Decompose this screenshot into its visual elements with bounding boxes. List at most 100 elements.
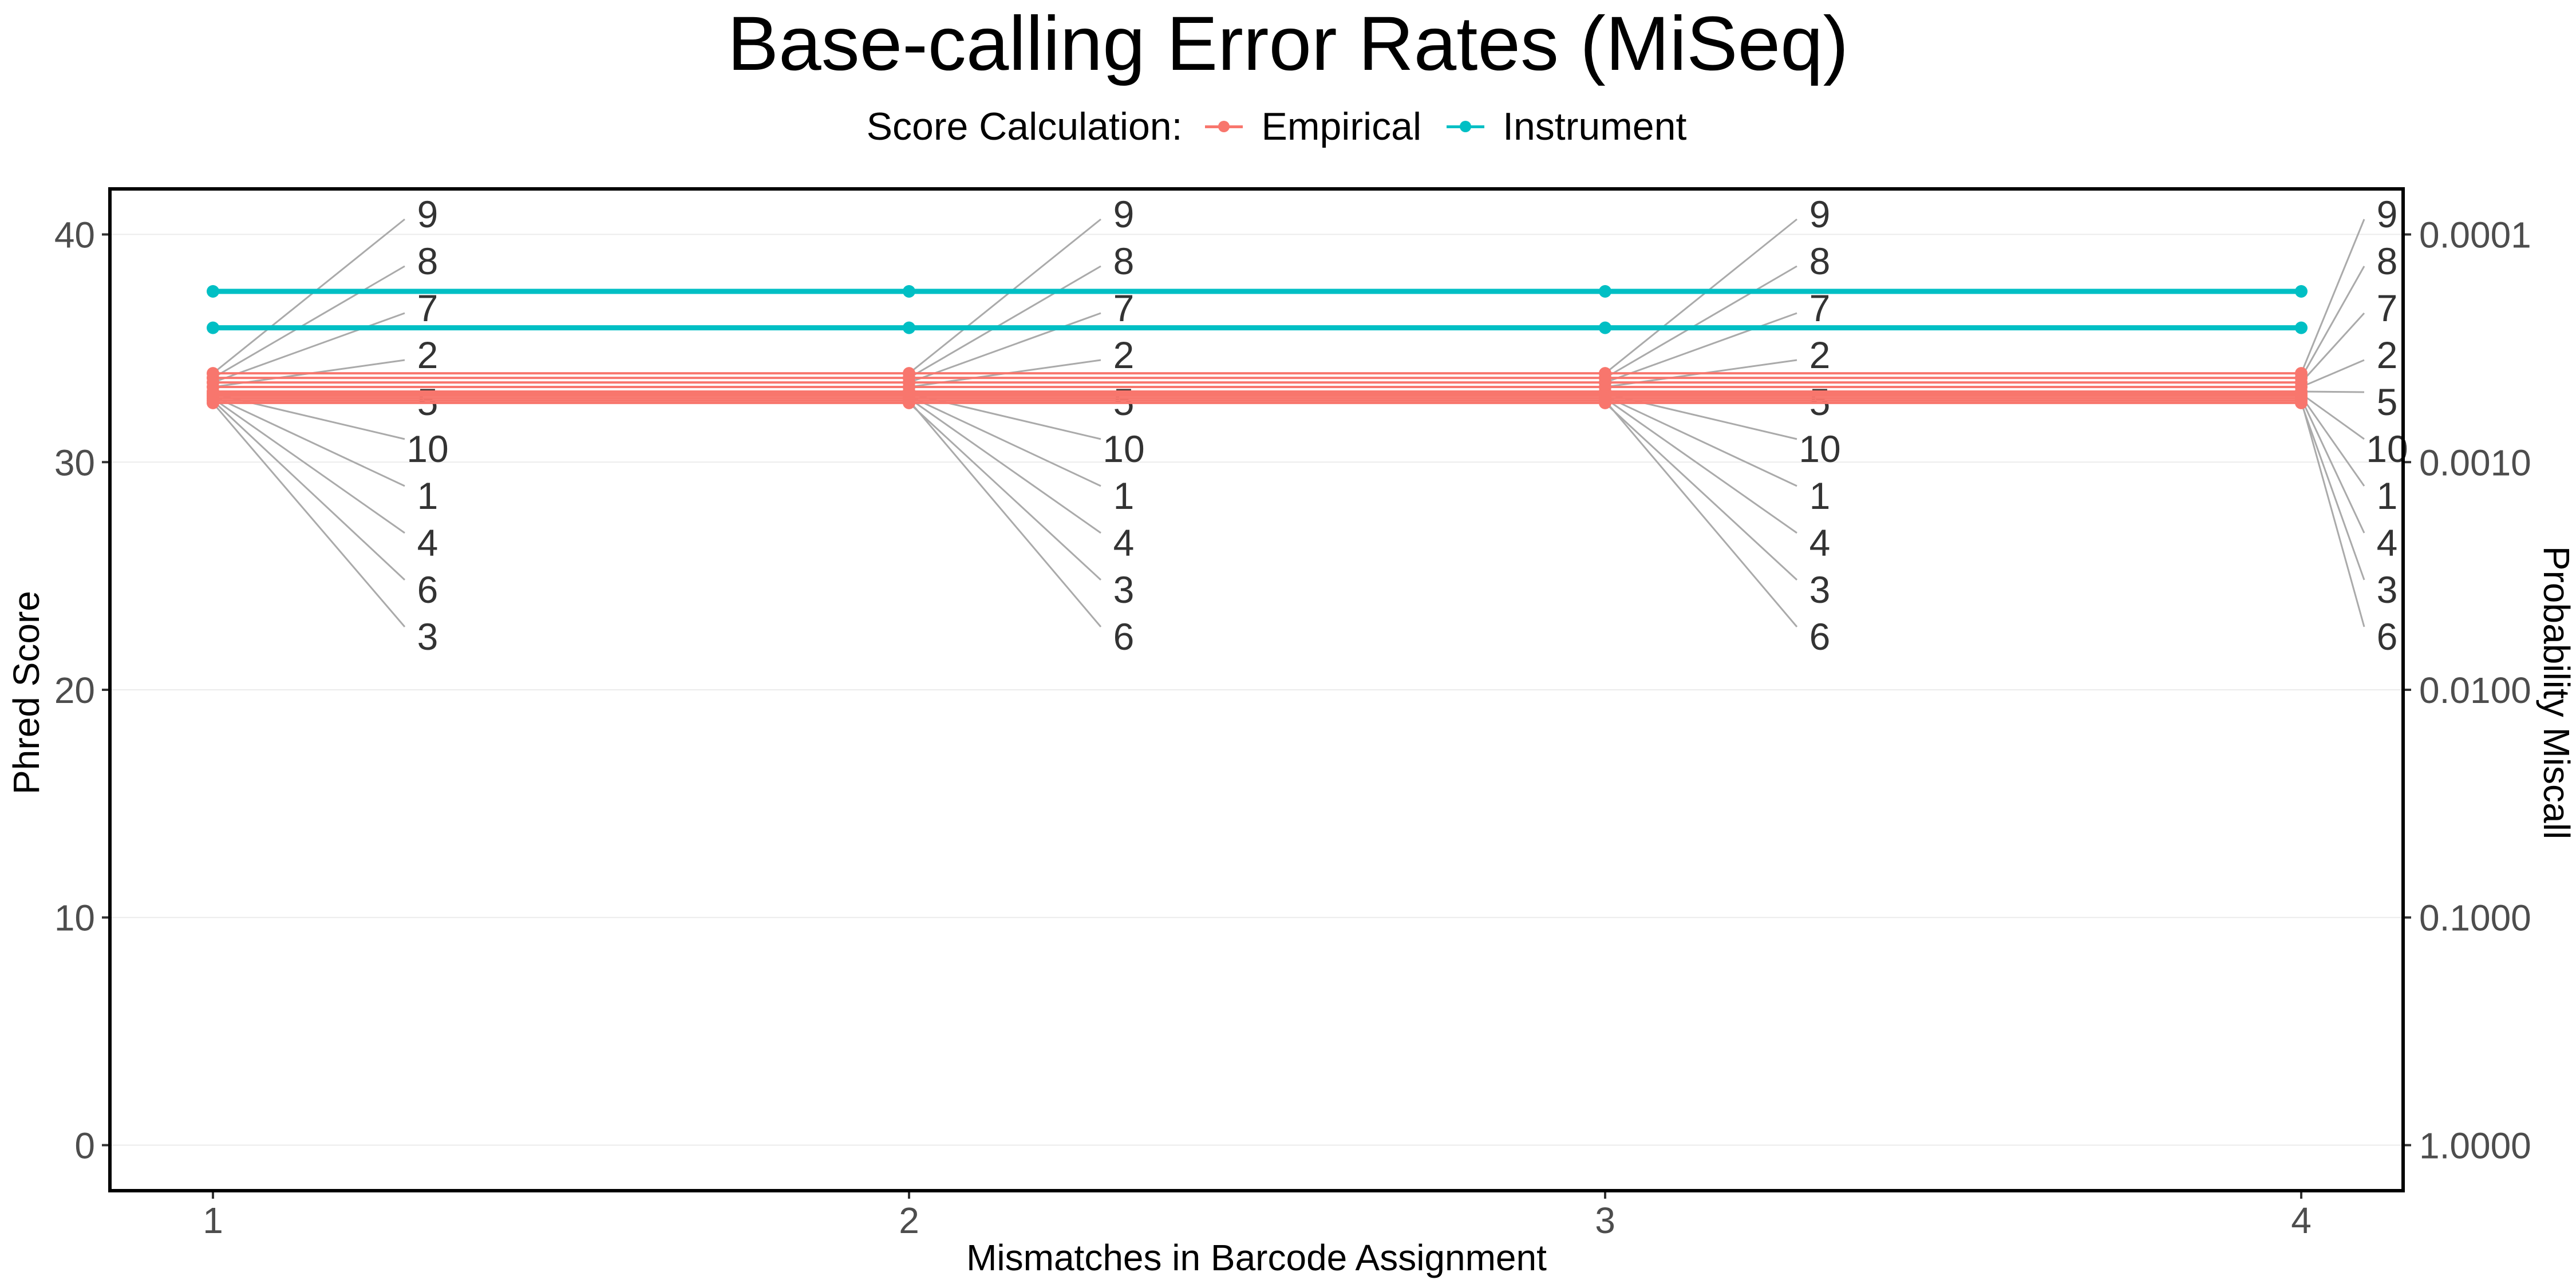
data-point-empirical	[1599, 396, 1611, 409]
data-point-empirical	[903, 396, 915, 409]
point-label: 10	[1103, 428, 1144, 470]
label-leader-line	[1605, 265, 1797, 379]
point-label: 3	[417, 615, 438, 658]
point-label: 4	[2377, 521, 2398, 564]
point-label: 8	[1809, 240, 1831, 282]
point-label: 4	[417, 521, 438, 564]
y2-tick-label: 0.1000	[2419, 898, 2531, 939]
label-leader-line	[908, 265, 1101, 379]
legend-label-instrument: Instrument	[1503, 105, 1687, 148]
x-tick-label: 1	[203, 1200, 223, 1241]
point-label: 10	[2366, 428, 2408, 470]
legend-key-empirical	[1203, 121, 1245, 132]
x-tick-label: 4	[2291, 1200, 2312, 1241]
axes: 0 10 20 30 40 0.0001 0.0010 0.0100 0.1000 1.0000 1…	[54, 215, 2531, 1241]
label-leader-line	[1604, 402, 1798, 581]
label-leader-line	[212, 402, 406, 627]
data-point-empirical	[207, 396, 219, 409]
y-tick-label: 40	[54, 215, 95, 256]
point-label: 6	[2377, 615, 2398, 658]
point-label: 2	[2377, 334, 2398, 376]
panel-border	[108, 187, 2405, 1192]
label-leader-line	[2300, 398, 2365, 534]
point-label: 6	[1809, 615, 1831, 658]
point-label: 10	[406, 428, 448, 470]
label-leader-line	[212, 312, 405, 384]
point-label: 9	[2377, 193, 2398, 235]
point-label: 10	[1799, 428, 1840, 470]
label-leader-line	[908, 397, 1101, 534]
point-label: 8	[1113, 240, 1135, 282]
legend-key-instrument	[1444, 121, 1487, 132]
y2-tick-label: 1.0000	[2419, 1125, 2531, 1166]
point-labels: 9872510146398725101436987251014369872510…	[212, 193, 2408, 658]
point-label: 7	[2377, 287, 2398, 329]
label-leader-line	[1605, 312, 1797, 384]
x-tick-label: 2	[899, 1200, 919, 1241]
label-leader-line	[212, 397, 405, 534]
label-leader-line	[908, 395, 1101, 487]
label-leader-line	[212, 265, 405, 379]
y2-tick-label: 0.0010	[2419, 442, 2531, 483]
point-label: 1	[1809, 475, 1831, 517]
point-label: 6	[1113, 615, 1135, 658]
data-point-instrument	[903, 321, 915, 334]
data-point-instrument	[903, 285, 915, 298]
label-leader-line	[1604, 400, 1798, 627]
label-leader-line	[2300, 400, 2365, 627]
series	[207, 285, 2308, 409]
label-leader-line	[212, 395, 405, 487]
data-point-instrument	[1599, 321, 1611, 334]
label-leader-line	[2300, 266, 2365, 378]
x-axis-title: Mismatches in Barcode Assignment	[966, 1237, 1547, 1278]
data-point-instrument	[2295, 285, 2308, 298]
y-axis-title: Phred Score	[6, 591, 47, 795]
label-leader-line	[2300, 402, 2365, 580]
label-leader-line	[908, 400, 1102, 627]
point-label: 9	[1809, 193, 1831, 235]
data-point-instrument	[2295, 321, 2308, 334]
legend-item-instrument: Instrument	[1444, 104, 1686, 149]
label-leader-line	[2300, 219, 2365, 374]
point-label: 1	[2377, 475, 2398, 517]
legend-title: Score Calculation:	[866, 105, 1183, 148]
point-label: 3	[1113, 568, 1135, 611]
label-leader-line	[1605, 218, 1797, 374]
point-label: 2	[1113, 334, 1135, 376]
point-label: 1	[1113, 475, 1135, 517]
point-label: 6	[417, 568, 438, 611]
y2-tick-label: 0.0100	[2419, 670, 2531, 711]
label-leader-line	[1605, 397, 1797, 534]
data-point-instrument	[1599, 285, 1611, 298]
point-label: 3	[1809, 568, 1831, 611]
label-leader-line	[212, 218, 405, 374]
point-label: 1	[417, 475, 438, 517]
label-leader-line	[908, 312, 1101, 384]
y-tick-label: 10	[54, 898, 95, 939]
point-label: 4	[1809, 521, 1831, 564]
point-label: 3	[2377, 568, 2398, 611]
label-leader-line	[2301, 393, 2365, 440]
point-label: 2	[417, 334, 438, 376]
y2-tick-label: 0.0001	[2419, 215, 2531, 256]
point-label: 8	[417, 240, 438, 282]
point-label: 9	[1113, 193, 1135, 235]
label-leader-line	[2300, 396, 2365, 487]
point-label: 5	[2377, 381, 2398, 423]
data-point-empirical	[2295, 396, 2308, 409]
label-leader-line	[1605, 395, 1797, 487]
y-tick-label: 20	[54, 670, 95, 711]
data-point-instrument	[207, 321, 219, 334]
grid-lines	[110, 234, 2403, 1146]
data-point-instrument	[207, 285, 219, 298]
chart-title: Base-calling Error Rates (MiSeq)	[727, 1, 1849, 86]
point-label: 2	[1809, 334, 1831, 376]
label-leader-line	[212, 400, 406, 581]
legend-label-empirical: Empirical	[1261, 105, 1422, 148]
point-label: 8	[2377, 240, 2398, 282]
legend: Score Calculation: Empirical Instrument	[0, 101, 2576, 152]
label-leader-line	[908, 218, 1101, 374]
secondary-y-axis-title: Probability Miscall	[2536, 546, 2576, 840]
label-leader-line	[908, 402, 1102, 581]
